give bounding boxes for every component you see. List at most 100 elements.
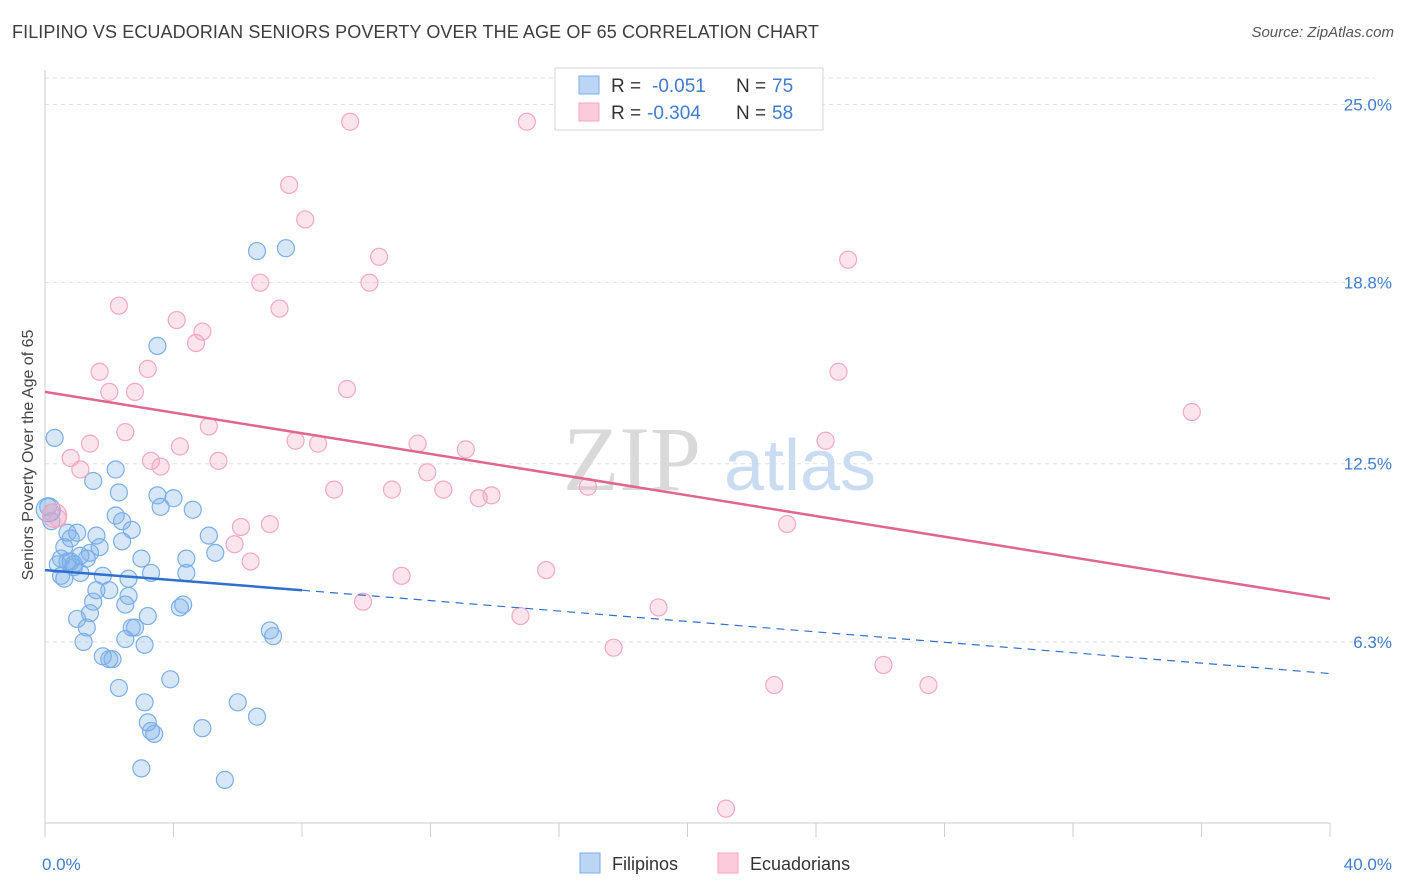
legend-r-label-1: R = bbox=[611, 76, 641, 97]
point-ecuadorians-57 bbox=[1182, 402, 1201, 422]
point-filipinos-74 bbox=[58, 552, 77, 571]
point-filipinos-51 bbox=[141, 721, 161, 741]
point-ecuadorians-33 bbox=[360, 273, 379, 292]
series-label-filipinos: Filipinos bbox=[612, 854, 678, 874]
point-filipinos-66 bbox=[215, 770, 234, 789]
point-ecuadorians-36 bbox=[392, 566, 411, 585]
legend-n-label-1: N = bbox=[736, 76, 766, 97]
y-axis-title: Seniors Poverty Over the Age of 65 bbox=[20, 330, 37, 581]
legend-r-value-2: -0.304 bbox=[647, 103, 701, 124]
point-ecuadorians-10 bbox=[138, 359, 157, 379]
point-filipinos-42 bbox=[122, 520, 141, 539]
correlation-legend: R = -0.051 N = 75 R = -0.304 N = 58 bbox=[554, 67, 824, 131]
point-ecuadorians-12 bbox=[151, 457, 170, 476]
point-filipinos-53 bbox=[148, 336, 167, 356]
point-ecuadorians-29 bbox=[325, 480, 344, 499]
point-ecuadorians-15 bbox=[186, 333, 206, 353]
chart-title: FILIPINO VS ECUADORIAN SENIORS POVERTY O… bbox=[12, 22, 820, 42]
point-ecuadorians-6 bbox=[100, 382, 119, 401]
point-ecuadorians-7 bbox=[109, 296, 128, 315]
series-swatch-filipinos bbox=[579, 852, 601, 874]
point-ecuadorians-49 bbox=[716, 799, 736, 818]
point-filipinos-63 bbox=[193, 719, 212, 738]
point-ecuadorians-27 bbox=[296, 210, 315, 229]
point-filipinos-56 bbox=[161, 670, 180, 689]
legend-n-label-2: N = bbox=[736, 103, 766, 124]
point-ecuadorians-16 bbox=[193, 322, 212, 341]
point-ecuadorians-21 bbox=[241, 552, 260, 571]
point-ecuadorians-cluster bbox=[42, 502, 68, 529]
point-filipinos-52 bbox=[145, 724, 164, 744]
point-filipinos-20 bbox=[80, 604, 100, 623]
legend-swatch-filipinos bbox=[578, 75, 600, 95]
point-filipinos-25 bbox=[90, 537, 109, 557]
point-filipinos-55 bbox=[151, 497, 170, 516]
point-filipinos-69 bbox=[247, 241, 267, 261]
legend-r-label-2: R = bbox=[611, 103, 641, 124]
point-ecuadorians-8 bbox=[116, 423, 135, 442]
point-ecuadorians-5 bbox=[90, 362, 109, 381]
point-ecuadorians-52 bbox=[816, 431, 835, 450]
point-filipinos-60 bbox=[177, 549, 196, 568]
point-ecuadorians-44 bbox=[517, 112, 536, 131]
point-filipinos-30 bbox=[103, 650, 122, 669]
point-filipinos-8 bbox=[58, 523, 77, 542]
point-ecuadorians-31 bbox=[341, 112, 360, 131]
point-filipinos-65 bbox=[206, 543, 225, 562]
point-ecuadorians-54 bbox=[839, 250, 858, 269]
point-filipinos-22 bbox=[84, 592, 103, 611]
data-points bbox=[35, 112, 1201, 818]
point-ecuadorians-51 bbox=[777, 514, 797, 534]
point-ecuadorians-37 bbox=[408, 434, 427, 453]
point-filipinos-73 bbox=[77, 549, 96, 568]
point-ecuadorians-39 bbox=[434, 480, 453, 499]
point-filipinos-19 bbox=[80, 543, 100, 562]
point-ecuadorians-50 bbox=[765, 675, 784, 695]
point-filipinos-34 bbox=[109, 483, 128, 502]
point-filipinos-47 bbox=[135, 693, 154, 712]
point-ecuadorians-13 bbox=[167, 310, 186, 330]
point-filipinos-61 bbox=[177, 563, 196, 583]
point-ecuadorians-47 bbox=[604, 638, 623, 657]
x-tick-label-0: 0.0% bbox=[42, 855, 81, 874]
point-ecuadorians-32 bbox=[353, 592, 373, 611]
trend-line-ecuadorians bbox=[44, 390, 1331, 601]
point-ecuadorians-4 bbox=[80, 434, 100, 453]
point-ecuadorians-24 bbox=[270, 299, 289, 318]
y-tick-label-3: 25.0% bbox=[1344, 95, 1392, 114]
legend-n-value-2: 58 bbox=[772, 103, 793, 124]
legend-r-value-1: -0.051 bbox=[652, 76, 706, 97]
y-tick-label-2: 18.8% bbox=[1344, 274, 1392, 293]
point-ecuadorians-9 bbox=[125, 382, 145, 401]
legend-box bbox=[554, 67, 824, 131]
axes bbox=[44, 70, 1331, 837]
point-ecuadorians-53 bbox=[829, 362, 848, 381]
point-filipinos-43 bbox=[125, 618, 145, 637]
y-tick-label-0: 6.3% bbox=[1353, 633, 1392, 652]
legend-n-value-1: 75 bbox=[772, 76, 793, 97]
point-filipinos-64 bbox=[199, 526, 218, 545]
point-filipinos-70 bbox=[260, 621, 279, 640]
point-ecuadorians-45 bbox=[537, 560, 556, 580]
point-ecuadorians-3 bbox=[71, 460, 90, 479]
point-filipinos-44 bbox=[132, 549, 151, 568]
point-filipinos-18 bbox=[77, 618, 96, 637]
point-ecuadorians-55 bbox=[874, 655, 893, 675]
point-filipinos-72 bbox=[276, 239, 296, 258]
point-ecuadorians-43 bbox=[511, 606, 530, 626]
legend-swatch-ecuadorians bbox=[578, 102, 600, 122]
trend-lines bbox=[44, 390, 1331, 675]
point-filipinos-62 bbox=[183, 500, 202, 519]
point-filipinos-48 bbox=[138, 606, 157, 626]
point-ecuadorians-35 bbox=[382, 480, 402, 499]
point-ecuadorians-20 bbox=[231, 517, 251, 537]
point-filipinos-68 bbox=[247, 707, 267, 726]
y-tick-labels: 6.3% 12.5% 18.8% 25.0% bbox=[1344, 95, 1392, 651]
point-ecuadorians-22 bbox=[251, 273, 270, 292]
point-ecuadorians-14 bbox=[170, 437, 190, 456]
series-legend: Filipinos Ecuadorians bbox=[579, 852, 850, 874]
point-filipinos-59 bbox=[174, 595, 193, 614]
point-ecuadorians-19 bbox=[225, 535, 244, 554]
point-ecuadorians-26 bbox=[286, 431, 305, 450]
point-filipinos-24 bbox=[87, 526, 106, 545]
